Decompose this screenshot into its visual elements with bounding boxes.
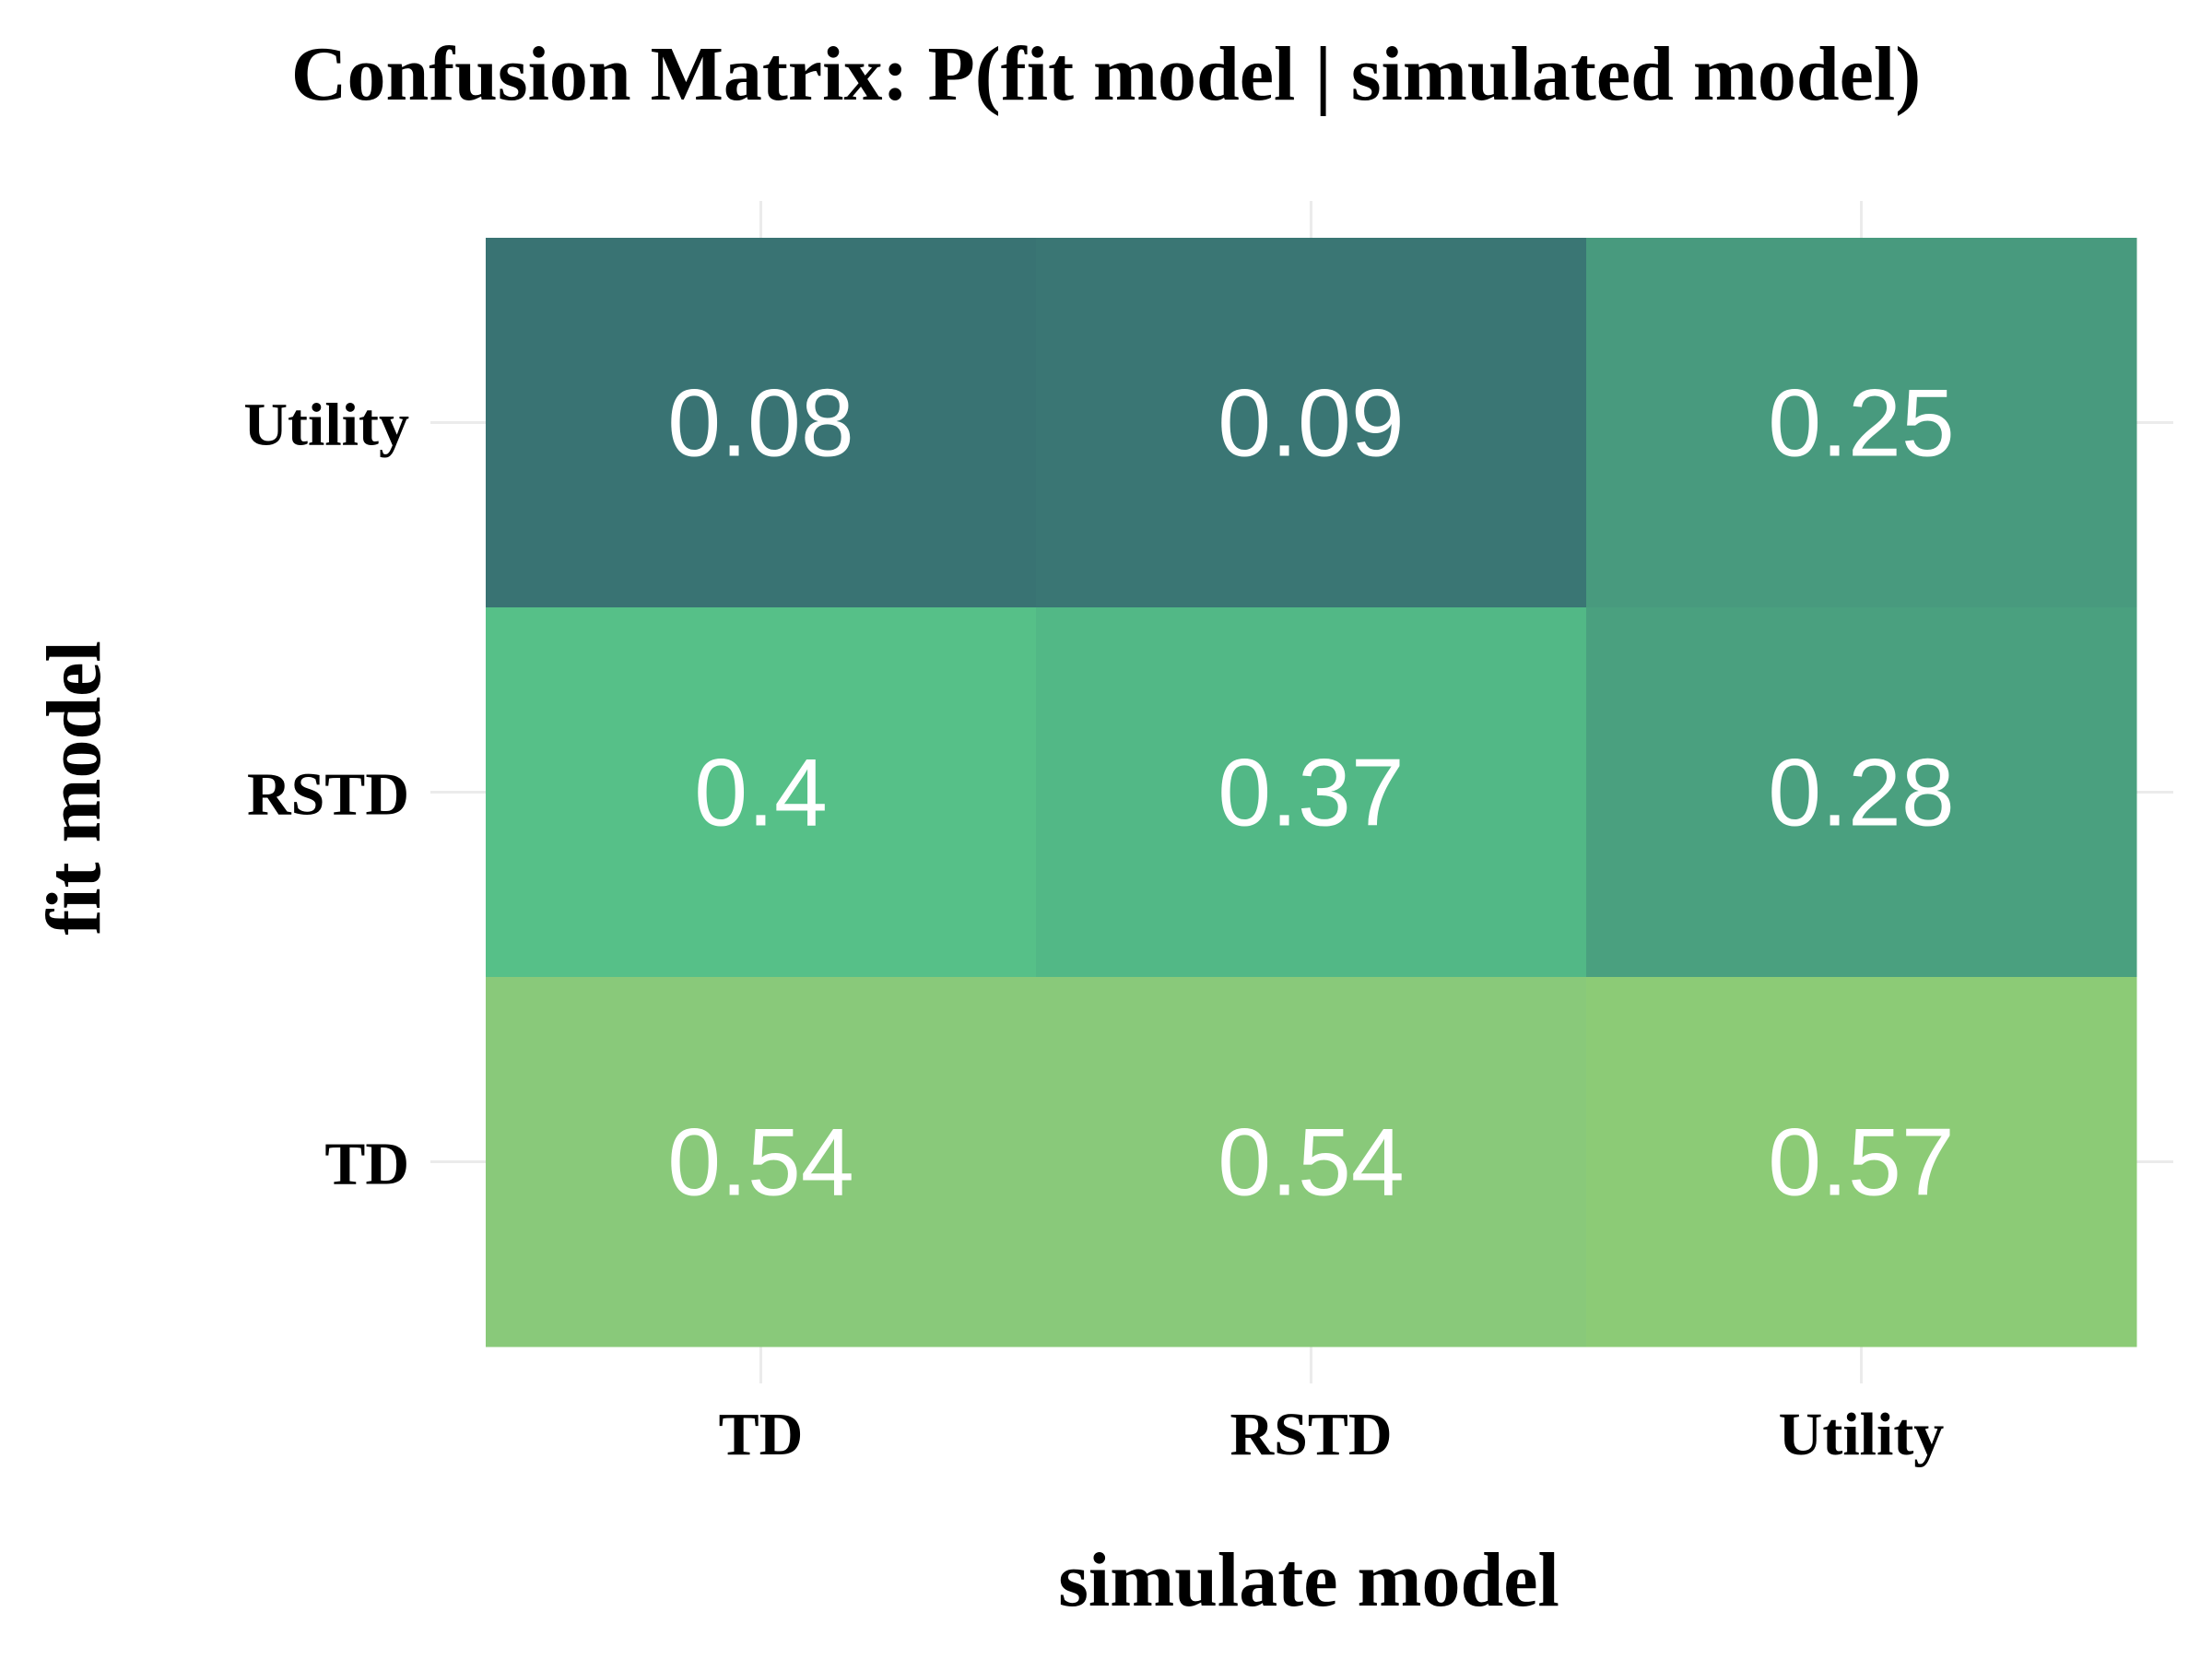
cell-value-label: 0.4 <box>694 740 828 847</box>
x-tick-label: Utility <box>1779 1401 1945 1468</box>
x-axis-title: simulate model <box>1058 1537 1559 1623</box>
cell-layer <box>486 238 2137 1347</box>
heatmap-cell <box>1036 977 1587 1347</box>
heatmap-cell <box>1586 977 2137 1347</box>
chart-title: Confusion Matrix: P(fit model | simulate… <box>291 31 1921 117</box>
y-axis-title: fit model <box>31 641 117 935</box>
heatmap-cell <box>1036 607 1587 978</box>
heatmap-cell <box>1036 238 1587 608</box>
cell-value-label: 0.54 <box>667 1110 853 1217</box>
cell-value-label: 0.37 <box>1218 740 1404 847</box>
x-tick-labels: TD RSTD Utility <box>719 1401 1945 1468</box>
cell-value-label: 0.28 <box>1768 740 1954 847</box>
cell-value-label: 0.08 <box>667 371 853 477</box>
cell-label-layer: 0.08 0.09 0.25 0.4 0.37 0.28 0.54 0.54 0.57 <box>667 371 1954 1217</box>
heatmap-cell <box>486 977 1037 1347</box>
cell-value-label: 0.54 <box>1218 1110 1404 1217</box>
cell-value-label: 0.25 <box>1768 371 1954 477</box>
heatmap-cell <box>1586 238 2137 608</box>
y-tick-label: TD <box>324 1131 409 1198</box>
y-tick-label: Utility <box>243 392 409 459</box>
heatmap-cell <box>486 238 1037 608</box>
heatmap-cell <box>1586 607 2137 978</box>
x-tick-label: RSTD <box>1230 1401 1392 1468</box>
y-tick-labels: TD RSTD Utility <box>243 392 409 1198</box>
y-tick-label: RSTD <box>247 761 409 829</box>
x-tick-label: TD <box>719 1401 804 1468</box>
cell-value-label: 0.57 <box>1768 1110 1954 1217</box>
heatmap-cell <box>486 607 1037 978</box>
cell-value-label: 0.09 <box>1218 371 1404 477</box>
